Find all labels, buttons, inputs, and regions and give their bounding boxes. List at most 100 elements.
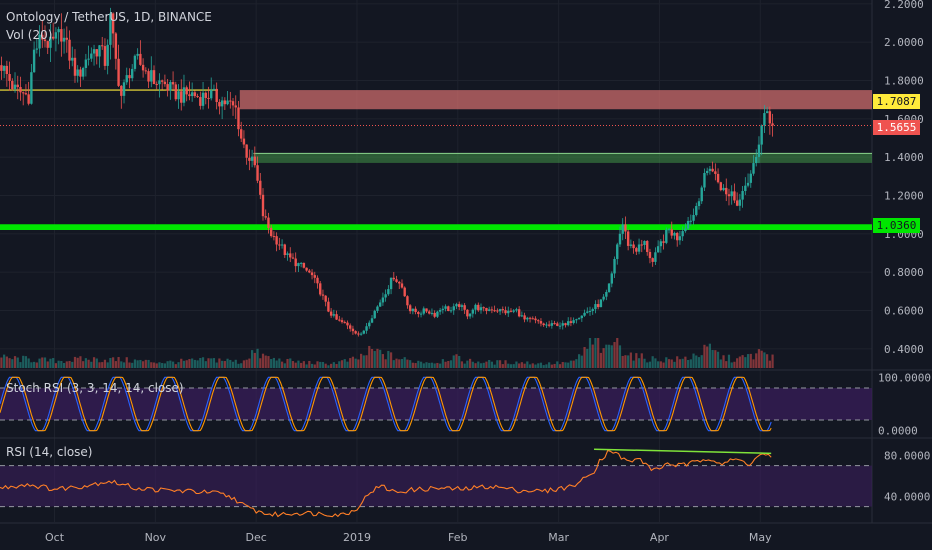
volume-bar-263 (716, 351, 720, 368)
volume-bar-145 (395, 358, 398, 368)
volume-bar-20 (54, 363, 57, 368)
candle-body-112 (305, 267, 308, 271)
volume-bar-77 (210, 358, 213, 368)
volume-bar-37 (101, 362, 104, 368)
volume-bar-70 (191, 358, 194, 368)
candle-body-23 (62, 37, 66, 42)
volume-bar-76 (207, 358, 210, 368)
volume-bar-194 (528, 364, 532, 368)
volume-bar-159 (433, 363, 436, 368)
volume-bar-236 (643, 358, 646, 368)
candle-body-35 (95, 49, 98, 57)
candle-body-20 (54, 32, 58, 39)
volume-bar-205 (558, 364, 562, 368)
volume-bar-231 (629, 352, 632, 368)
candle-body-79 (215, 88, 218, 103)
candle-body-141 (384, 294, 387, 298)
volume-bar-228 (621, 355, 624, 368)
volume-bar-121 (330, 363, 333, 368)
candle-body-180 (490, 309, 494, 311)
volume-bar-52 (142, 361, 145, 368)
volume-bar-183 (498, 360, 502, 368)
candle-body-282 (768, 111, 772, 124)
candle-body-277 (755, 156, 758, 164)
candle-body-60 (163, 81, 167, 85)
volume-bar-75 (204, 361, 207, 368)
candle-body-17 (46, 41, 49, 48)
volume-bar-51 (139, 359, 142, 368)
candle-body-136 (370, 318, 374, 323)
candle-body-262 (714, 171, 717, 174)
volume-bar-1 (3, 354, 6, 368)
candle-body-234 (637, 244, 641, 252)
candle-body-231 (629, 244, 633, 246)
volume-bar-196 (534, 364, 537, 368)
volume-bar-91 (248, 358, 251, 368)
candle-body-278 (757, 144, 761, 157)
candle-body-193 (526, 317, 529, 320)
candle-body-55 (150, 70, 153, 82)
volume-bar-143 (389, 352, 393, 368)
volume-bar-120 (327, 365, 330, 368)
volume-bar-144 (392, 360, 395, 368)
candle-body-91 (248, 157, 251, 161)
volume-bar-54 (147, 359, 150, 368)
volume-bar-72 (196, 360, 199, 368)
candle-body-31 (84, 59, 88, 68)
volume-bar-217 (591, 344, 594, 368)
volume-bar-19 (52, 358, 55, 368)
candle-body-165 (449, 310, 453, 312)
candle-body-196 (534, 318, 537, 321)
time-axis-label-0: Oct (45, 531, 65, 544)
candle-body-42 (114, 33, 118, 59)
volume-bar-30 (82, 361, 85, 368)
candle-body-98 (267, 217, 270, 228)
candle-body-88 (240, 129, 243, 139)
candle-body-138 (376, 306, 379, 311)
volume-bar-40 (109, 357, 112, 368)
volume-bar-163 (444, 361, 447, 368)
volume-label: Vol (20) (6, 28, 53, 42)
candle-body-41 (111, 13, 115, 34)
volume-bar-195 (531, 363, 534, 368)
volume-bar-178 (485, 361, 488, 368)
candle-body-28 (76, 69, 79, 76)
candle-body-251 (684, 228, 687, 232)
volume-bar-111 (302, 361, 305, 368)
candle-body-176 (479, 307, 483, 311)
time-axis-label-4: Feb (448, 531, 467, 544)
candle-body-174 (474, 304, 477, 310)
candle-body-218 (594, 304, 597, 310)
volume-bar-221 (602, 348, 605, 368)
candle-body-259 (705, 170, 709, 173)
candle-body-1 (2, 65, 6, 71)
candle-body-211 (575, 319, 578, 321)
candle-body-21 (57, 29, 60, 33)
candle-body-229 (624, 224, 627, 232)
volume-bar-261 (711, 349, 714, 368)
candle-body-264 (719, 182, 722, 191)
candle-body-67 (182, 87, 186, 103)
volume-bar-53 (144, 359, 147, 368)
candle-body-40 (109, 13, 112, 45)
candle-body-232 (632, 244, 635, 249)
volume-bar-80 (218, 358, 221, 368)
candle-body-194 (528, 317, 532, 319)
volume-bar-224 (610, 345, 613, 368)
volume-bar-82 (223, 361, 226, 368)
volume-bar-135 (368, 345, 371, 368)
volume-bar-68 (185, 360, 188, 368)
volume-bar-161 (439, 363, 442, 368)
volume-bar-122 (332, 362, 335, 368)
candle-body-102 (278, 244, 281, 246)
volume-bar-142 (387, 350, 390, 368)
volume-bar-88 (240, 363, 243, 368)
candle-body-161 (438, 309, 442, 312)
volume-bar-152 (414, 363, 417, 368)
volume-bar-5 (13, 356, 17, 368)
candle-body-75 (204, 92, 207, 98)
volume-bar-99 (270, 359, 273, 368)
candle-body-214 (583, 312, 586, 316)
volume-bar-245 (667, 359, 671, 368)
